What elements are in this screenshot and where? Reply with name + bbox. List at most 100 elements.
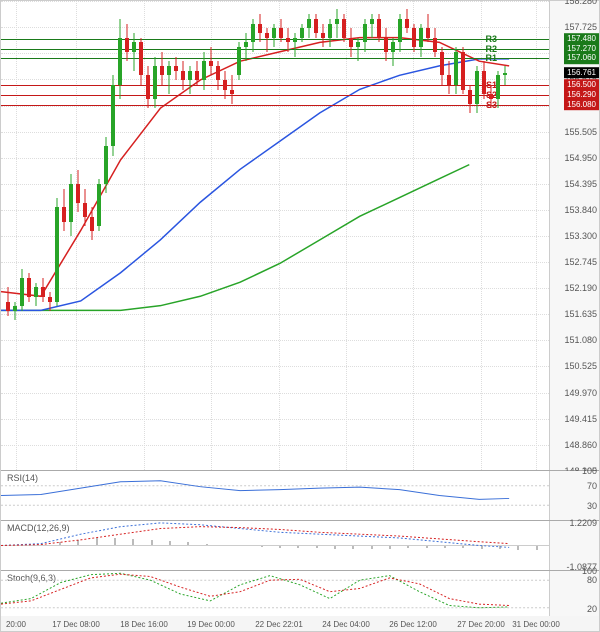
candle [482, 1, 486, 470]
stoch-plot[interactable]: Stoch(9,6,3) [1, 571, 549, 617]
x-tick-label: 20:00 [6, 620, 26, 629]
macd-hist-bar [481, 546, 483, 549]
macd-plot[interactable]: MACD(12,26,9) [1, 521, 549, 570]
x-tick-label: 27 Dec 20:00 [457, 620, 505, 629]
y-tick-label: 153.840 [564, 205, 597, 215]
y-tick-label: 154.950 [564, 153, 597, 163]
candle [160, 1, 164, 470]
macd-hist-bar [536, 546, 538, 550]
candle [503, 1, 507, 470]
rsi-tick: 30 [587, 501, 597, 511]
rsi-plot[interactable]: RSI(14) [1, 471, 549, 520]
candle [167, 1, 171, 470]
candle [454, 1, 458, 470]
candle [419, 1, 423, 470]
y-tick-label: 158.280 [564, 0, 597, 6]
y-tick-label: 153.300 [564, 231, 597, 241]
candle [349, 1, 353, 470]
macd-hist-bar [499, 546, 501, 549]
candle [13, 1, 17, 470]
x-tick-label: 22 Dec 22:01 [255, 620, 303, 629]
macd-panel: MACD(12,26,9) -1.08771.2209 [1, 521, 599, 571]
candle [447, 1, 451, 470]
x-tick-label: 17 Dec 08:00 [52, 620, 100, 629]
x-tick-label: 26 Dec 12:00 [389, 620, 437, 629]
macd-hist-bar [334, 546, 336, 549]
macd-hist-bar [59, 542, 61, 546]
candle [209, 1, 213, 470]
stoch-panel: Stoch(9,6,3) 2080100 [1, 571, 599, 618]
y-tick-label: 157.725 [564, 22, 597, 32]
macd-hist-bar [22, 545, 24, 546]
candle [188, 1, 192, 470]
candle [41, 1, 45, 470]
candle [335, 1, 339, 470]
candle [174, 1, 178, 470]
macd-hist-bar [96, 538, 98, 546]
y-tick-label: 148.860 [564, 440, 597, 450]
rsi-tick: 100 [582, 466, 597, 476]
macd-hist-bar [371, 546, 373, 549]
x-tick-label: 24 Dec 04:00 [322, 620, 370, 629]
macd-tick: 1.2209 [569, 518, 597, 528]
macd-hist-bar [224, 545, 226, 546]
candle [132, 1, 136, 470]
y-tick-label: 152.745 [564, 257, 597, 267]
y-tick-label: 151.080 [564, 335, 597, 345]
candle [244, 1, 248, 470]
candle [426, 1, 430, 470]
stoch-tick: 100 [582, 566, 597, 576]
candle [20, 1, 24, 470]
x-tick-label: 18 Dec 16:00 [120, 620, 168, 629]
macd-hist-bar [151, 540, 153, 546]
macd-hist-bar [169, 541, 171, 546]
candle [475, 1, 479, 470]
price-y-axis: 148.305148.860149.415149.970150.525151.0… [549, 1, 599, 470]
candle [356, 1, 360, 470]
candle [384, 1, 388, 470]
price-plot-area[interactable]: R3R2R1S1S2S3 [1, 1, 549, 470]
candle [293, 1, 297, 470]
candle [153, 1, 157, 470]
candle [363, 1, 367, 470]
candle [202, 1, 206, 470]
macd-label: MACD(12,26,9) [5, 523, 72, 533]
y-tick-label: 152.190 [564, 283, 597, 293]
candle [461, 1, 465, 470]
x-tick-label: 31 Dec 00:00 [512, 620, 560, 629]
rsi-y-axis: 3070100 [549, 471, 599, 520]
sr-pricebox-R1: 157.060 [564, 53, 599, 65]
stoch-y-axis: 2080100 [549, 571, 599, 617]
y-tick-label: 149.415 [564, 414, 597, 424]
y-tick-label: 149.970 [564, 388, 597, 398]
macd-hist-bar [279, 546, 281, 548]
candle [412, 1, 416, 470]
candle [69, 1, 73, 470]
candle [237, 1, 241, 470]
candle [27, 1, 31, 470]
candle [118, 1, 122, 470]
candle [468, 1, 472, 470]
candle [125, 1, 129, 470]
rsi-line [1, 481, 509, 500]
candle [370, 1, 374, 470]
y-tick-label: 151.635 [564, 309, 597, 319]
chart-container: R3R2R1S1S2S3 [0, 0, 600, 632]
macd-hist-bar [389, 546, 391, 549]
rsi-panel: RSI(14) 3070100 [1, 471, 599, 521]
candle [230, 1, 234, 470]
candle [34, 1, 38, 470]
candle [398, 1, 402, 470]
y-tick-label: 155.505 [564, 127, 597, 137]
macd-hist-bar [426, 546, 428, 548]
macd-hist-bar [444, 546, 446, 548]
candle [97, 1, 101, 470]
candle [342, 1, 346, 470]
price-panel: R3R2R1S1S2S3 [1, 1, 599, 471]
x-axis: 20:0017 Dec 08:0018 Dec 16:0019 Dec 00:0… [1, 616, 599, 631]
candle [76, 1, 80, 470]
candle [300, 1, 304, 470]
stoch-tick: 80 [587, 575, 597, 585]
rsi-label: RSI(14) [5, 473, 40, 483]
candle [181, 1, 185, 470]
